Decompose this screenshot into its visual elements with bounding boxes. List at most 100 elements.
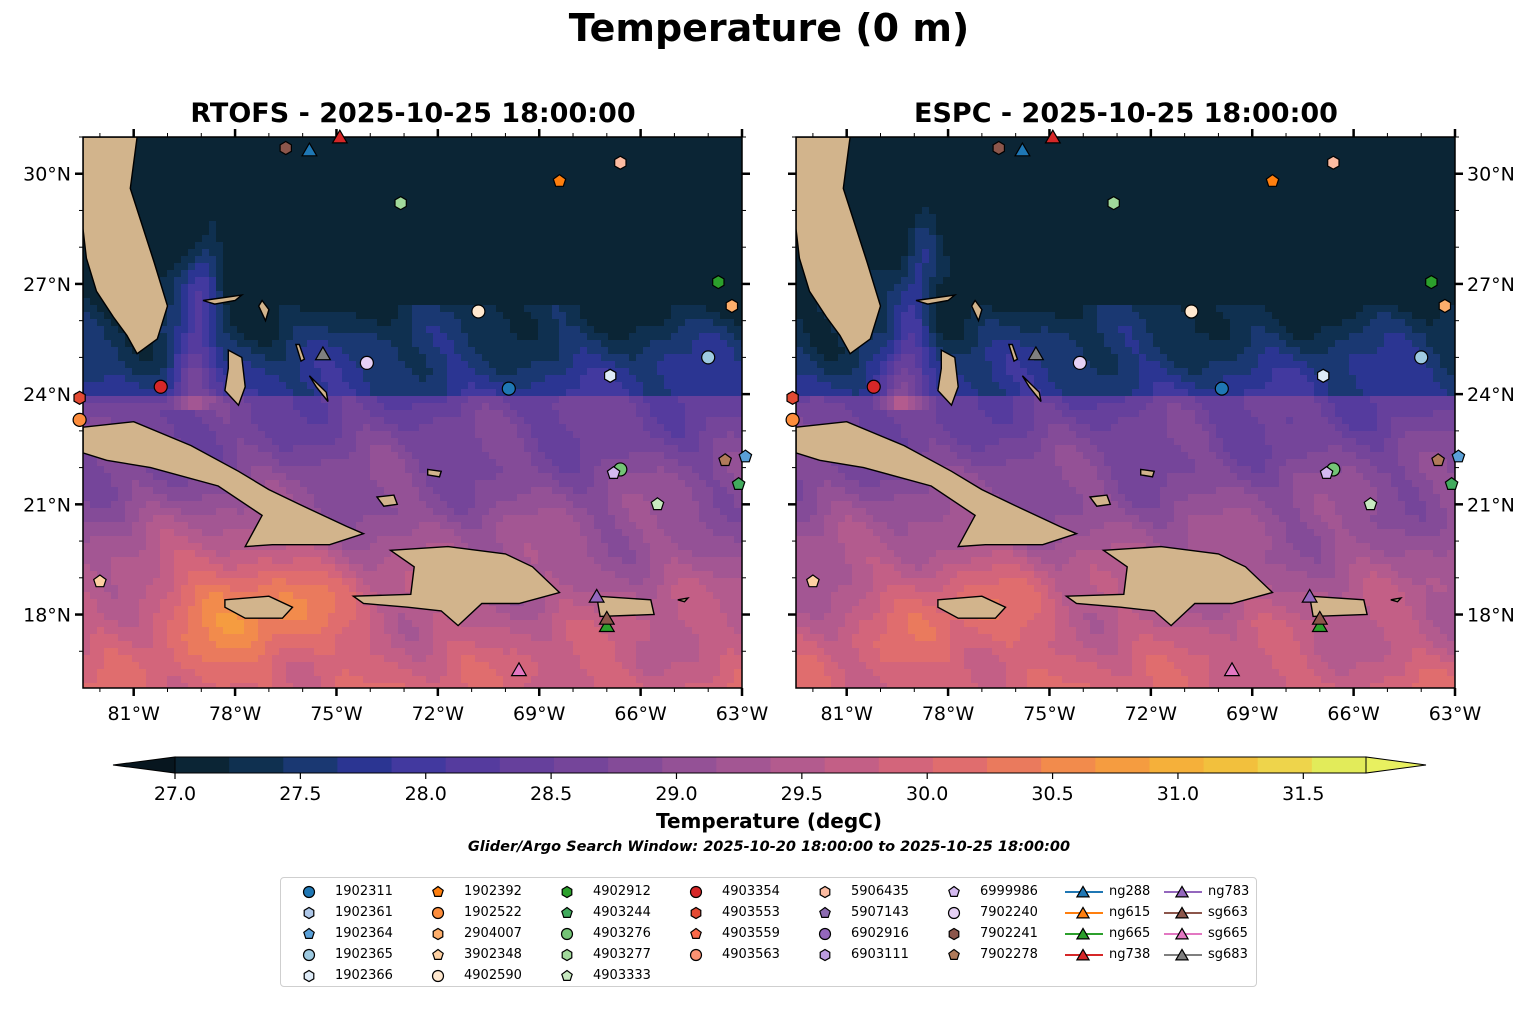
argo-float-icon	[561, 948, 573, 962]
marker-1902522	[72, 412, 87, 427]
colorbar-tick-label: 28.0	[404, 783, 447, 805]
marker-4902912	[1425, 274, 1438, 290]
marker-7902278	[718, 453, 733, 467]
xtick-label: 63°W	[716, 703, 769, 725]
colorbar-tick-label: 27.5	[279, 783, 322, 805]
marker-1902366	[1316, 368, 1330, 383]
marker-7902241	[992, 140, 1006, 156]
legend-item-7902241: 7902241	[934, 924, 1059, 944]
legend-label: ng783	[1208, 884, 1250, 899]
legend-item-1902311: 1902311	[289, 882, 414, 902]
marker-7902278	[1431, 453, 1446, 467]
legend-item-1902522: 1902522	[418, 903, 543, 923]
ytick-label: 27°N	[1467, 274, 1515, 296]
marker-3902348	[805, 574, 820, 588]
marker-ng783	[1301, 588, 1319, 603]
marker-sg683	[1027, 345, 1045, 361]
marker-1902365	[1414, 350, 1429, 365]
legend-label: 1902522	[464, 905, 522, 920]
legend-label: 6903111	[851, 947, 909, 962]
marker-ng665	[1311, 617, 1329, 633]
legend-label: 1902366	[335, 968, 393, 983]
glider-track-icon	[1164, 948, 1202, 961]
legend-item-1902361: 1902361	[289, 903, 414, 923]
ytick-label: 24°N	[1467, 384, 1515, 406]
argo-float-icon	[303, 927, 315, 939]
marker-4902590	[471, 304, 486, 319]
argo-float-icon	[948, 927, 960, 941]
legend-label: ng738	[1109, 947, 1151, 962]
legend-item-2904007: 2904007	[418, 924, 543, 944]
legend-item-1902364: 1902364	[289, 924, 414, 944]
colorbar-label: Temperature (degC)	[656, 809, 882, 833]
ytick-label: 30°N	[1467, 164, 1515, 186]
marker-6999986	[1319, 465, 1334, 479]
argo-float-icon	[689, 948, 703, 962]
legend-item-ng783: ng783	[1162, 882, 1287, 902]
legend-label: sg665	[1208, 926, 1248, 941]
maps-canvas: 81°W 78°W 75°W 72°W 69°W 66°W 63°W 18°N 21°N 24°N…	[23, 129, 1515, 725]
legend-item-5906435: 5906435	[805, 882, 930, 902]
marker-2904007	[1438, 298, 1452, 314]
legend-label: sg683	[1208, 947, 1248, 962]
argo-float-icon	[819, 948, 831, 962]
legend-label: 7902278	[980, 947, 1038, 962]
colorbar-tick-label: 29.0	[655, 783, 698, 805]
legend-label: 1902364	[335, 926, 393, 941]
colorbar	[112, 756, 1427, 779]
xtick-label: 72°W	[1125, 703, 1178, 725]
argo-float-icon	[432, 885, 444, 897]
legend-item-4902912: 4902912	[547, 882, 672, 902]
marker-1902392	[1265, 173, 1280, 187]
glider-track-icon	[1065, 885, 1103, 898]
legend-item-4903553: 4903553	[676, 903, 801, 923]
xtick-label: 75°W	[310, 703, 363, 725]
argo-float-icon	[690, 906, 702, 920]
marker-ng783	[588, 588, 606, 603]
legend-label: 7902240	[980, 905, 1038, 920]
marker-7902240	[1072, 355, 1087, 371]
legend-item-ng738: ng738	[1063, 945, 1188, 965]
rtofs-observations	[72, 129, 753, 677]
legend-label: ng288	[1109, 884, 1151, 899]
marker-6999986	[606, 465, 621, 479]
argo-float-icon	[431, 906, 445, 920]
glider-track-icon	[1164, 906, 1202, 919]
legend-label: sg663	[1208, 905, 1248, 920]
marker-1902522	[785, 412, 800, 427]
marker-sg683	[314, 345, 332, 361]
legend-item-7902240: 7902240	[934, 903, 1059, 923]
legend-label: 5906435	[851, 884, 909, 899]
xtick-label: 69°W	[513, 703, 566, 725]
glider-track-icon	[1065, 906, 1103, 919]
legend-label: ng665	[1109, 926, 1151, 941]
colorbar-tick-label: 30.0	[906, 783, 949, 805]
xtick-label: 63°W	[1429, 703, 1482, 725]
marker-4903333	[650, 497, 665, 511]
marker-4903333	[1363, 497, 1378, 511]
marker-2904007	[725, 298, 739, 314]
legend-label: 4903559	[722, 926, 780, 941]
marker-1902364	[738, 449, 753, 463]
marker-4903244	[731, 476, 746, 490]
legend-label: 7902241	[980, 926, 1038, 941]
legend-label: 1902392	[464, 884, 522, 899]
marker-4903354	[153, 379, 168, 394]
xtick-label: 69°W	[1226, 703, 1279, 725]
espc-observations	[785, 129, 1466, 677]
xtick-label: 72°W	[412, 703, 465, 725]
argo-float-icon	[560, 927, 574, 941]
legend-label: 4903277	[593, 947, 651, 962]
marker-1902311	[501, 381, 516, 396]
argo-float-icon	[948, 885, 960, 897]
argo-float-icon	[432, 948, 444, 960]
legend-label: 1902365	[335, 947, 393, 962]
argo-float-icon	[947, 906, 961, 920]
legend-label: 5907143	[851, 905, 909, 920]
marker-sg663	[1311, 610, 1329, 625]
marker-5906435	[614, 155, 627, 170]
marker-sg665	[1223, 661, 1241, 677]
marker-1902364	[1451, 449, 1466, 463]
argo-float-icon	[948, 948, 960, 960]
legend-item-ng615: ng615	[1063, 903, 1188, 923]
